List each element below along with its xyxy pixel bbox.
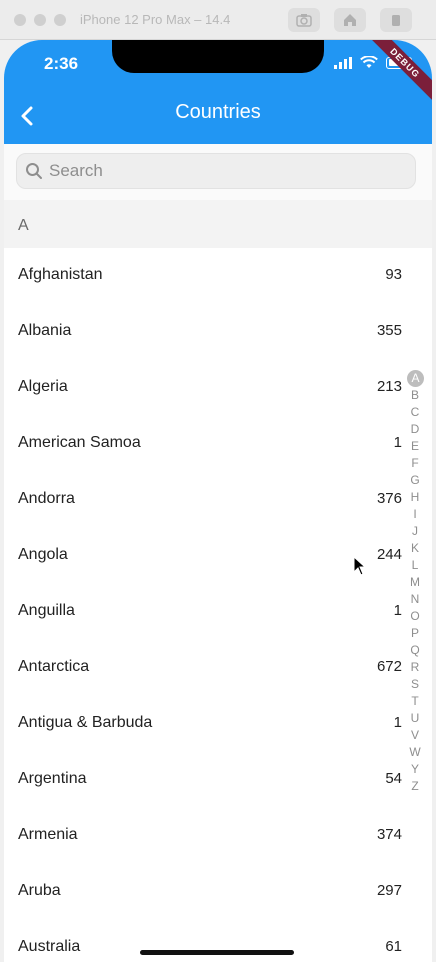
country-code: 244: [376, 546, 402, 563]
rotate-button[interactable]: [380, 8, 412, 32]
index-letter[interactable]: P: [410, 626, 419, 640]
country-name: Afghanistan: [18, 266, 103, 283]
wifi-icon: [360, 56, 378, 68]
notch: [112, 40, 324, 73]
country-row[interactable]: Australia 61: [4, 920, 432, 962]
index-letter[interactable]: O: [410, 609, 420, 623]
country-row[interactable]: Argentina 54: [4, 752, 432, 808]
country-row[interactable]: Algeria 213: [4, 360, 432, 416]
country-name: Albania: [18, 322, 72, 339]
index-letter[interactable]: R: [410, 660, 420, 674]
home-button[interactable]: [334, 8, 366, 32]
zoom-window-button[interactable]: [54, 14, 66, 26]
country-code: 93: [385, 266, 402, 283]
section-header: A: [4, 200, 432, 248]
close-window-button[interactable]: [14, 14, 26, 26]
index-letter[interactable]: K: [410, 541, 419, 555]
country-code: 1: [393, 602, 402, 619]
country-code: 376: [376, 490, 402, 507]
country-code: 213: [376, 378, 402, 395]
country-code: 355: [376, 322, 402, 339]
index-letter[interactable]: E: [410, 439, 419, 453]
index-letter[interactable]: V: [410, 728, 419, 742]
country-name: Armenia: [18, 826, 78, 843]
home-icon: [344, 14, 356, 26]
index-letter[interactable]: J: [412, 524, 418, 538]
index-letter[interactable]: M: [410, 575, 420, 589]
index-letter[interactable]: H: [410, 490, 420, 504]
minimize-window-button[interactable]: [34, 14, 46, 26]
country-row[interactable]: Antarctica 672: [4, 640, 432, 696]
index-letter[interactable]: U: [410, 711, 420, 725]
country-code: 297: [376, 882, 402, 899]
country-code: 1: [393, 434, 402, 451]
page-title: Countries: [175, 101, 261, 123]
index-letter[interactable]: Y: [410, 762, 419, 776]
debug-banner: DEBUG: [361, 40, 432, 107]
index-letter[interactable]: T: [411, 694, 419, 708]
index-letter[interactable]: I: [413, 507, 417, 521]
country-name: American Samoa: [18, 434, 141, 451]
search-bar: [4, 144, 432, 200]
country-code: 374: [376, 826, 402, 843]
status-time: 2:36: [44, 54, 79, 73]
camera-icon: [296, 14, 312, 27]
index-letter[interactable]: Q: [410, 643, 420, 657]
search-field[interactable]: [16, 153, 416, 189]
country-row[interactable]: Aruba 297: [4, 864, 432, 920]
section-letter: A: [18, 217, 29, 234]
country-name: Australia: [18, 938, 81, 955]
country-name: Andorra: [18, 490, 75, 507]
home-indicator: [140, 950, 294, 955]
country-name: Anguilla: [18, 602, 75, 619]
country-row[interactable]: Armenia 374: [4, 808, 432, 864]
index-letter[interactable]: D: [410, 422, 420, 436]
index-letter[interactable]: C: [410, 405, 420, 419]
index-letter[interactable]: A: [407, 370, 424, 387]
index-letter[interactable]: L: [411, 558, 419, 572]
country-row[interactable]: Andorra 376: [4, 472, 432, 528]
rotate-icon: [392, 15, 400, 26]
index-letter[interactable]: F: [411, 456, 419, 470]
index-letter[interactable]: N: [410, 592, 420, 606]
app-bar: 2:36 DEBUG Countries: [4, 40, 432, 144]
country-row[interactable]: Afghanistan 93: [4, 248, 432, 304]
index-letter[interactable]: W: [409, 745, 421, 759]
country-name: Antarctica: [18, 658, 90, 675]
country-row[interactable]: Angola 244: [4, 528, 432, 584]
country-name: Angola: [18, 546, 68, 563]
country-name: Algeria: [18, 378, 68, 395]
screenshot-button[interactable]: [288, 8, 320, 32]
country-code: 672: [376, 658, 402, 675]
country-code: 54: [385, 770, 402, 787]
index-letter[interactable]: S: [410, 677, 419, 691]
index-letter[interactable]: B: [410, 388, 419, 402]
country-row[interactable]: Albania 355: [4, 304, 432, 360]
simulator-title: iPhone 12 Pro Max – 14.4: [80, 12, 231, 27]
country-row[interactable]: Anguilla 1: [4, 584, 432, 640]
country-name: Argentina: [18, 770, 87, 787]
index-letter[interactable]: Z: [411, 779, 419, 793]
country-code: 61: [385, 938, 402, 955]
country-row[interactable]: American Samoa 1: [4, 416, 432, 472]
signal-icon: [334, 56, 352, 69]
country-row[interactable]: Antigua & Barbuda 1: [4, 696, 432, 752]
country-code: 1: [393, 714, 402, 731]
phone-screen: 2:36 DEBUG Countries A Afghanistan93Alba…: [4, 40, 432, 962]
search-input[interactable]: [49, 161, 389, 181]
simulator-toolbar: iPhone 12 Pro Max – 14.4: [0, 0, 436, 40]
index-letter[interactable]: G: [410, 473, 420, 487]
mouse-cursor-icon: [353, 556, 367, 576]
country-list: Afghanistan 93 Albania 355 Algeria 213 America…: [4, 248, 432, 962]
search-icon: [26, 163, 42, 179]
country-name: Aruba: [18, 882, 61, 899]
back-chevron-icon[interactable]: [14, 102, 42, 130]
country-name: Antigua & Barbuda: [18, 714, 153, 731]
